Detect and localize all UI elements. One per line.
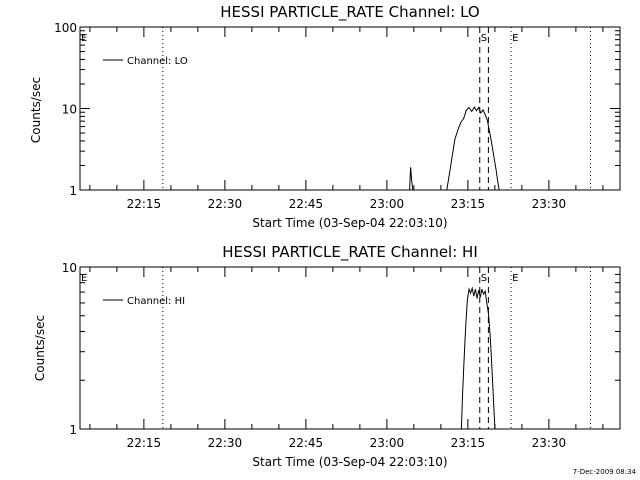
marker-label: E — [81, 273, 87, 284]
x-axis-label-hi: Start Time (03-Sep-04 22:03:10) — [252, 455, 447, 469]
chart-title-lo: HESSI PARTICLE_RATE Channel: LO — [220, 3, 479, 22]
x-tick-label: 22:45 — [289, 197, 324, 211]
legend-label: Channel: LO — [127, 56, 188, 67]
y-tick-label: 10 — [62, 261, 77, 275]
x-tick-label: 22:15 — [127, 436, 162, 450]
plot-frame-lo — [79, 26, 621, 191]
x-axis-label-lo: Start Time (03-Sep-04 22:03:10) — [252, 216, 447, 230]
x-tick-label: 23:30 — [532, 436, 567, 450]
chart-panel-hi: HESSI PARTICLE_RATE Channel: HI Counts/s… — [33, 243, 621, 469]
y-tick-label: 10 — [62, 103, 77, 117]
marker-label: E — [512, 273, 518, 284]
plot-frame-hi — [79, 266, 621, 430]
chart-title-hi: HESSI PARTICLE_RATE Channel: HI — [222, 243, 478, 262]
x-tick-label: 23:00 — [370, 436, 405, 450]
y-tick-label: 1 — [69, 423, 77, 437]
chart-panel-lo: HESSI PARTICLE_RATE Channel: LO Counts/s… — [29, 3, 621, 230]
x-tick-label: 23:15 — [451, 436, 486, 450]
x-tick-label: 23:00 — [370, 197, 405, 211]
y-axis-label-lo: Counts/sec — [29, 77, 43, 143]
marker-label: E — [81, 33, 87, 44]
series-line-lo — [409, 106, 500, 191]
marker-label: S — [481, 273, 487, 284]
marker-label: E — [512, 33, 518, 44]
x-tick-label: 22:30 — [208, 197, 243, 211]
x-tick-label: 23:15 — [451, 197, 486, 211]
x-tick-label: 22:45 — [289, 436, 324, 450]
legend-label: Channel: HI — [127, 296, 185, 307]
y-tick-label: 100 — [54, 21, 77, 35]
marker-label: S — [481, 33, 487, 44]
y-tick-label: 1 — [69, 184, 77, 198]
x-tick-label: 22:15 — [127, 197, 162, 211]
series-line-hi — [460, 286, 496, 430]
x-tick-label: 22:30 — [208, 436, 243, 450]
timestamp-label: 7-Dec-2009 08:34 — [573, 468, 637, 476]
x-tick-label: 23:30 — [532, 197, 567, 211]
y-axis-label-hi: Counts/sec — [33, 315, 47, 381]
